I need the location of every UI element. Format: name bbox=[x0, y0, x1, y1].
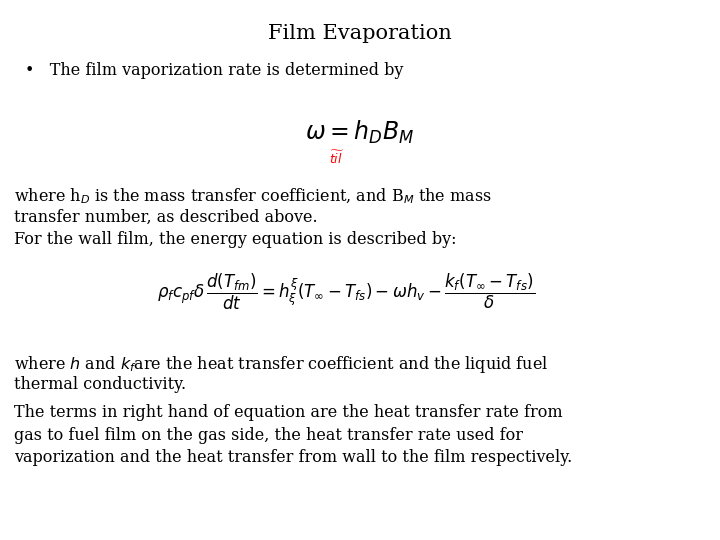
Text: Film Evaporation: Film Evaporation bbox=[268, 24, 452, 43]
Text: transfer number, as described above.: transfer number, as described above. bbox=[14, 209, 318, 226]
Text: vaporization and the heat transfer from wall to the film respectively.: vaporization and the heat transfer from … bbox=[14, 449, 572, 466]
Text: gas to fuel film on the gas side, the heat transfer rate used for: gas to fuel film on the gas side, the he… bbox=[14, 427, 523, 443]
Text: •   The film vaporization rate is determined by: • The film vaporization rate is determin… bbox=[25, 62, 404, 79]
Text: For the wall film, the energy equation is described by:: For the wall film, the energy equation i… bbox=[14, 231, 457, 248]
Text: where h$_{D}$ is the mass transfer coefficient, and B$_{M}$ the mass: where h$_{D}$ is the mass transfer coeff… bbox=[14, 186, 492, 206]
Text: $\omega = h_D B_M$: $\omega = h_D B_M$ bbox=[305, 119, 415, 146]
Text: $\rho_f c_{pf} \delta \, \dfrac{d(T_{fm})}{dt} = h_{\xi}^{\xi}(T_{\infty} - T_{f: $\rho_f c_{pf} \delta \, \dfrac{d(T_{fm}… bbox=[156, 272, 535, 312]
Text: where $h$ and $k_f$are the heat transfer coefficient and the liquid fuel: where $h$ and $k_f$are the heat transfer… bbox=[14, 354, 549, 375]
Text: $\widetilde{til}$: $\widetilde{til}$ bbox=[329, 150, 345, 167]
Text: The terms in right hand of equation are the heat transfer rate from: The terms in right hand of equation are … bbox=[14, 404, 563, 421]
Text: thermal conductivity.: thermal conductivity. bbox=[14, 376, 186, 393]
